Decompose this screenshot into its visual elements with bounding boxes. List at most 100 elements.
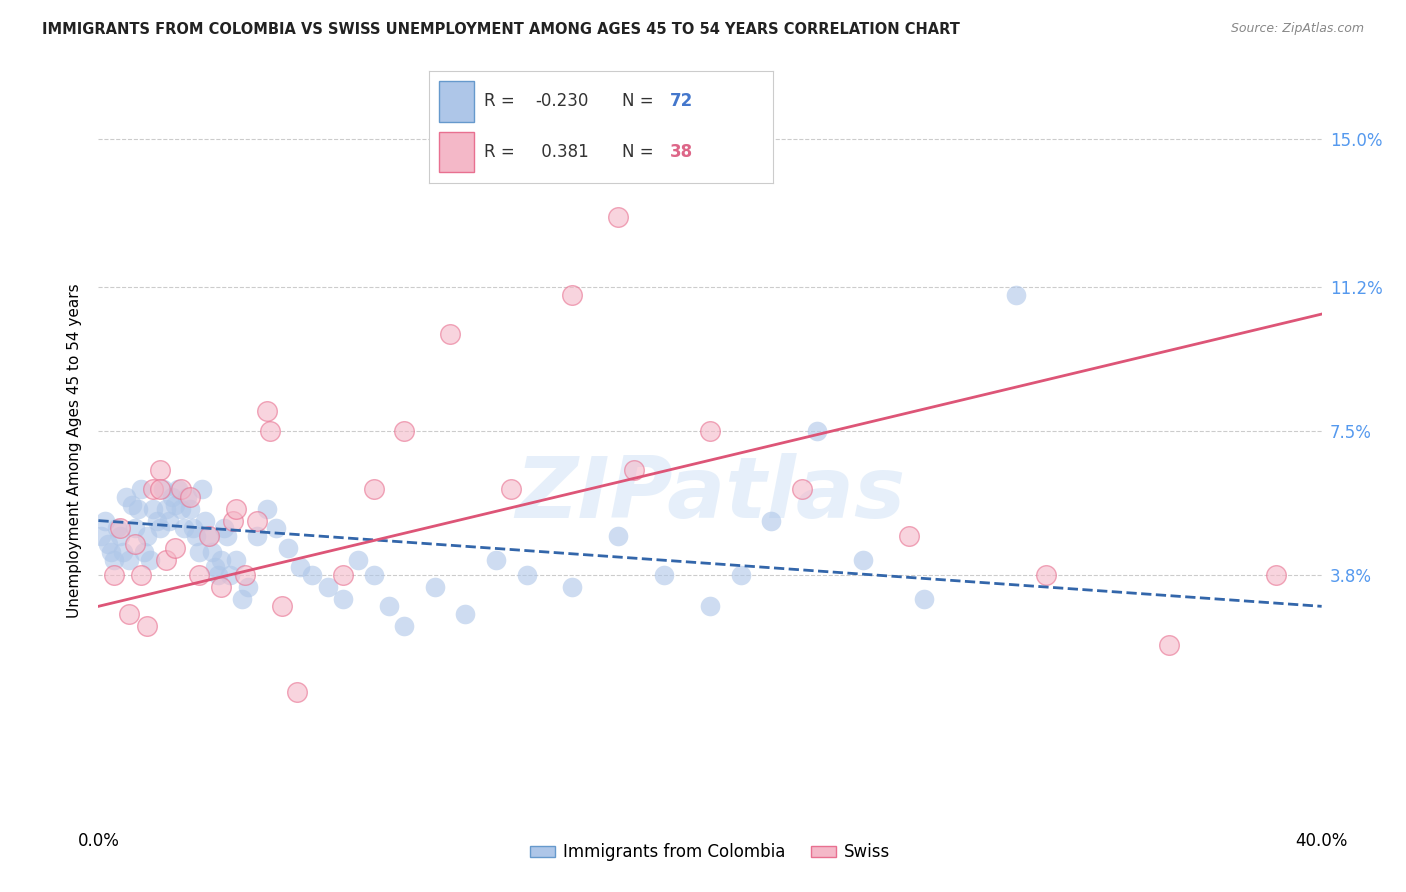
Point [188,568,211,582]
Point [607,529,630,543]
Point [209,552,232,566]
Point [111,545,134,559]
Text: IMMIGRANTS FROM COLOMBIA VS SWISS UNEMPLOYMENT AMONG AGES 45 TO 54 YEARS CORRELA: IMMIGRANTS FROM COLOMBIA VS SWISS UNEMPL… [42,22,960,37]
Point [152,483,174,497]
Point [129,568,152,582]
Text: -0.230: -0.230 [536,93,589,111]
Point [90,529,112,543]
Point [197,529,219,543]
Point [105,521,128,535]
Point [316,580,339,594]
Point [699,424,721,438]
Point [233,568,256,582]
Point [897,529,920,543]
Point [186,529,208,543]
Point [181,521,204,535]
Point [332,568,354,582]
Point [127,502,149,516]
Point [516,568,538,582]
Point [100,545,122,559]
Point [730,568,752,582]
Point [561,287,583,301]
Point [759,514,782,528]
Point [179,490,201,504]
Point [607,210,630,224]
Point [142,483,165,497]
Point [301,568,323,582]
Point [1157,638,1180,652]
Point [97,537,120,551]
Point [347,552,370,566]
Point [136,619,159,633]
Point [124,521,146,535]
Point [157,514,180,528]
Text: ZIPatlas: ZIPatlas [515,453,905,536]
Point [912,591,935,606]
Point [103,552,125,566]
Point [219,568,242,582]
Point [118,552,141,566]
Point [115,490,138,504]
Point [246,514,269,528]
Point [188,545,211,559]
Point [121,498,143,512]
Point [173,521,195,535]
Point [392,619,416,633]
Text: R =: R = [484,93,515,111]
Point [103,568,125,582]
Point [160,490,183,504]
Point [207,568,229,582]
Point [163,498,186,512]
Text: N =: N = [621,93,654,111]
Point [231,591,253,606]
Point [176,490,198,504]
Point [167,483,190,497]
Point [270,599,292,614]
Legend: Immigrants from Colombia, Swiss: Immigrants from Colombia, Swiss [523,837,897,868]
Point [264,521,287,535]
Point [439,326,461,341]
Point [163,541,186,555]
Point [108,529,131,543]
Point [332,591,354,606]
Point [238,580,260,594]
Text: 72: 72 [671,93,693,111]
Point [256,404,278,418]
Point [378,599,401,614]
Point [259,424,281,438]
Point [501,483,523,497]
Point [285,685,308,699]
Point [222,514,245,528]
Point [392,424,416,438]
Point [139,552,162,566]
Bar [439,132,474,171]
Point [852,552,875,566]
Point [485,552,508,566]
Point [145,514,167,528]
Point [149,483,172,497]
Point [623,463,645,477]
Bar [439,81,474,121]
Point [790,483,813,497]
Point [212,521,235,535]
Point [155,502,177,516]
Point [179,502,201,516]
Point [108,521,131,535]
Point [806,424,828,438]
Point [225,502,247,516]
Point [170,502,193,516]
Point [699,599,721,614]
Point [124,537,146,551]
Point [170,483,193,497]
Point [246,529,269,543]
Point [204,560,226,574]
Point [1264,568,1286,582]
Point [118,607,141,621]
Point [136,529,159,543]
Point [134,545,156,559]
Point [363,568,385,582]
Y-axis label: Unemployment Among Ages 45 to 54 years: Unemployment Among Ages 45 to 54 years [66,283,82,618]
Point [1035,568,1057,582]
Point [194,514,217,528]
Point [277,541,299,555]
